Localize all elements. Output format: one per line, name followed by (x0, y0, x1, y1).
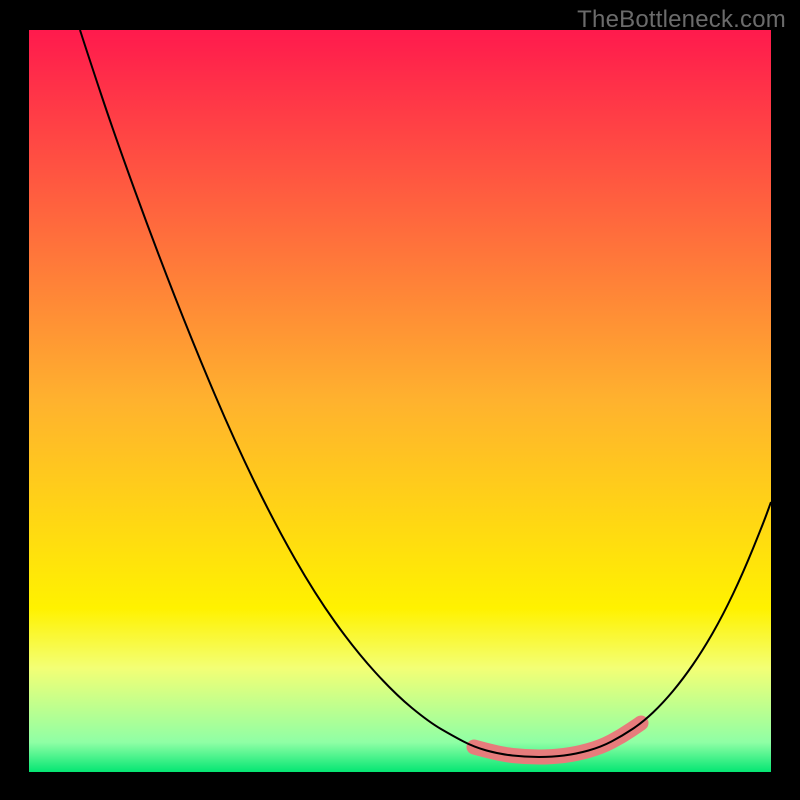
bottleneck-curve (80, 30, 771, 757)
curve-svg (29, 30, 771, 772)
watermark: TheBottleneck.com (577, 6, 786, 34)
plot-area (29, 30, 771, 772)
